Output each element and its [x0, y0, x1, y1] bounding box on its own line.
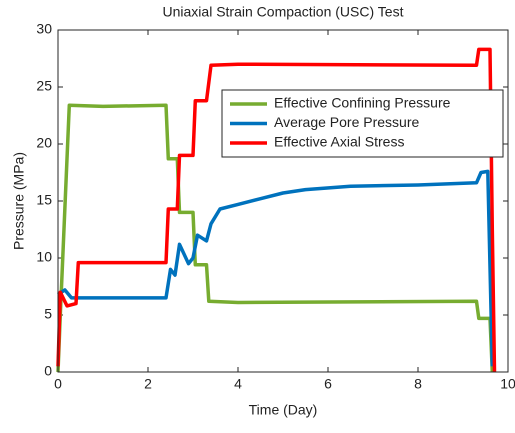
- plot-frame: [57, 29, 509, 373]
- y-axis-label: Pressure (MPa): [11, 152, 27, 250]
- x-tick-label: 10: [500, 376, 515, 392]
- x-tick-label: 4: [234, 376, 242, 392]
- y-tick-label: 20: [36, 135, 52, 151]
- chart-title: Uniaxial Strain Compaction (USC) Test: [163, 4, 404, 20]
- y-tick-label: 15: [36, 192, 52, 208]
- x-tick-label: 6: [324, 376, 332, 392]
- x-tick-label: 8: [414, 376, 422, 392]
- legend-label: Effective Confining Pressure: [274, 95, 451, 111]
- legend-label: Effective Axial Stress: [274, 134, 404, 150]
- y-tick-label: 5: [44, 306, 52, 322]
- y-tick-label: 10: [36, 249, 52, 265]
- series-line: [56, 103, 495, 373]
- y-tick-label: 25: [36, 78, 52, 94]
- x-tick-label: 2: [144, 376, 152, 392]
- x-axis-label: Time (Day): [249, 402, 318, 418]
- legend-box: [221, 89, 504, 158]
- series-line: [57, 169, 495, 367]
- x-tick-label: 0: [54, 376, 62, 392]
- series-line: [56, 47, 497, 373]
- legend-label: Average Pore Pressure: [274, 114, 419, 130]
- y-tick-label: 30: [36, 21, 52, 37]
- y-tick-label: 0: [44, 363, 52, 379]
